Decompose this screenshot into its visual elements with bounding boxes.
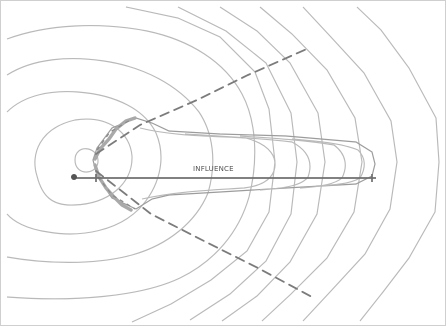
contour-ring-8 <box>219 6 326 322</box>
contour-ring-4 <box>6 58 214 263</box>
contour-ring-3 <box>6 91 162 235</box>
center-label: INFLUENCE <box>193 165 234 173</box>
source-point <box>71 174 77 180</box>
plume-inner-band-3 <box>239 135 346 189</box>
contour-ring-9 <box>259 6 363 322</box>
plume-inner-band-1 <box>139 127 276 200</box>
contour-ring-11 <box>356 6 440 322</box>
contour-ring-1 <box>74 148 99 173</box>
plume-inner-band-2 <box>184 133 311 191</box>
contour-ring-10 <box>302 6 398 322</box>
contour-ring-5 <box>6 25 256 300</box>
upper-dashed-boundary <box>95 47 310 155</box>
plume-inner-band-4 <box>291 138 365 187</box>
lower-dashed-boundary <box>95 170 313 298</box>
contour-ring-2 <box>34 118 133 206</box>
lower-secondary-dash <box>97 176 136 210</box>
upper-front-edge <box>93 116 137 161</box>
influence-plume <box>92 117 376 210</box>
contour-ring-7 <box>177 6 298 321</box>
